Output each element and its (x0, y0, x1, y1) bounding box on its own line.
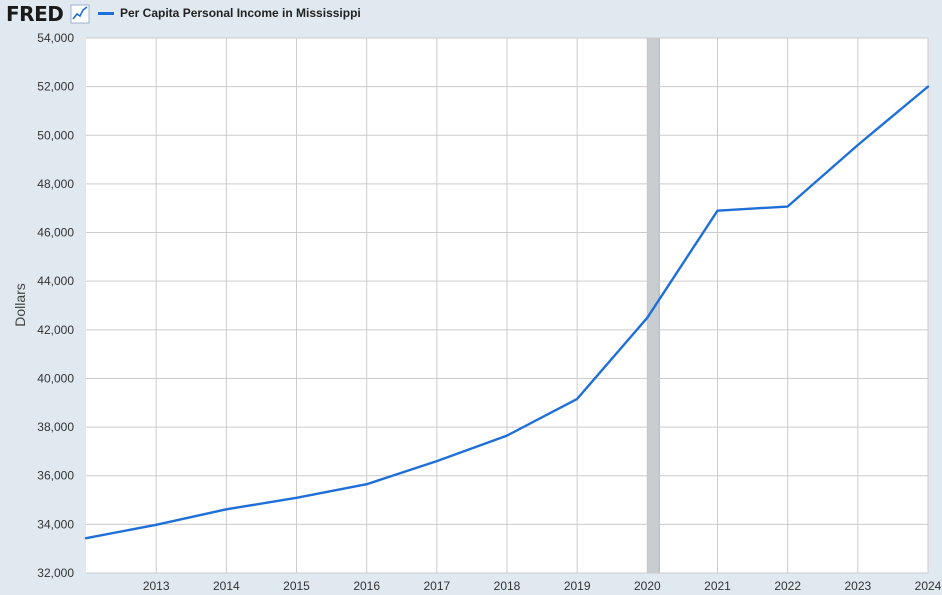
chart-header: FRED Per Capita Personal Income in Missi… (0, 0, 942, 30)
y-tick-label: 46,000 (37, 226, 74, 240)
x-tick-label: 2023 (844, 579, 871, 593)
y-axis-ticks: 32,000 34,000 36,000 38,000 40,000 42,000 44,0… (37, 31, 74, 580)
legend: Per Capita Personal Income in Mississipp… (98, 6, 361, 20)
y-tick-label: 32,000 (37, 566, 74, 580)
y-tick-label: 54,000 (37, 31, 74, 45)
y-tick-label: 44,000 (37, 274, 74, 288)
fred-logo[interactable]: FRED (6, 2, 64, 26)
x-axis-ticks: 2013 2014 2015 2016 2017 2018 2019 2020 2021 2022… (143, 579, 942, 593)
x-tick-label: 2019 (564, 579, 591, 593)
y-tick-label: 38,000 (37, 420, 74, 434)
legend-label: Per Capita Personal Income in Mississipp… (120, 6, 361, 20)
x-tick-label: 2020 (634, 579, 661, 593)
x-tick-label: 2017 (423, 579, 450, 593)
legend-swatch (98, 11, 114, 15)
x-tick-label: 2013 (143, 579, 170, 593)
recession-band (646, 37, 660, 574)
y-tick-label: 40,000 (37, 371, 74, 385)
y-tick-label: 50,000 (37, 128, 74, 142)
x-tick-label: 2024 (915, 579, 942, 593)
y-tick-label: 36,000 (37, 469, 74, 483)
y-tick-label: 34,000 (37, 517, 74, 531)
series-layer (84, 85, 930, 540)
recession-shading-layer (646, 37, 660, 574)
x-tick-label: 2014 (213, 579, 240, 593)
x-tick-label: 2021 (704, 579, 731, 593)
x-tick-label: 2016 (353, 579, 380, 593)
y-tick-label: 48,000 (37, 177, 74, 191)
x-tick-label: 2015 (283, 579, 310, 593)
line-chart-icon (70, 4, 90, 24)
x-tick-label: 2018 (494, 579, 521, 593)
x-tick-label: 2022 (774, 579, 801, 593)
y-tick-label: 42,000 (37, 323, 74, 337)
series-line (84, 85, 930, 540)
y-tick-label: 52,000 (37, 80, 74, 94)
grid-layer (86, 37, 929, 574)
